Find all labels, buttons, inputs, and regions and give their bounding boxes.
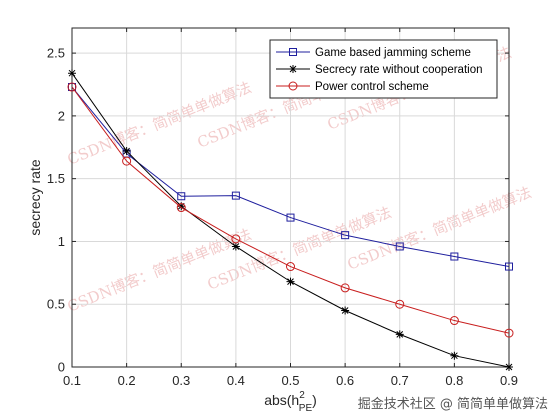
- x-axis-label-close: ): [312, 392, 317, 408]
- data-point: [122, 156, 132, 166]
- y-tick-label: 1: [58, 234, 65, 249]
- x-tick-label: 0.7: [391, 373, 409, 388]
- data-point: [231, 234, 241, 244]
- y-tick-label: 0: [58, 360, 65, 375]
- data-point: [231, 242, 240, 251]
- legend-marker: [288, 81, 298, 91]
- data-point: [449, 316, 459, 326]
- data-point: [67, 82, 77, 92]
- data-point: [286, 277, 295, 286]
- legend-label: Game based jamming scheme: [315, 47, 471, 59]
- data-point: [340, 283, 350, 293]
- data-point: [395, 299, 405, 309]
- data-point: [505, 262, 513, 271]
- x-tick-label: 0.3: [172, 373, 190, 388]
- data-point: [450, 252, 459, 261]
- data-point: [450, 351, 459, 360]
- data-point: [176, 203, 186, 213]
- legend-item: Game based jamming scheme: [276, 47, 471, 59]
- data-point: [286, 213, 295, 222]
- watermark-text: CSDN博客：简简单单做算法: [345, 183, 534, 273]
- x-axis-label-subscript: PE: [299, 403, 313, 414]
- x-tick-label: 0.5: [281, 373, 299, 388]
- legend: Game based jamming scheme Secrecy rate wi…: [269, 39, 498, 99]
- x-tick-label: 0.9: [500, 373, 518, 388]
- data-point: [177, 202, 186, 211]
- y-axis-label: secrecy rate: [27, 159, 43, 235]
- legend-label: Power control scheme: [315, 81, 429, 93]
- x-tick-label: 0.6: [336, 373, 354, 388]
- y-tick-label: 2.5: [47, 46, 65, 61]
- data-point: [341, 306, 350, 315]
- y-tick-label: 2: [58, 108, 65, 123]
- data-point: [505, 363, 513, 371]
- data-point: [395, 242, 404, 251]
- x-axis-label: abs(h2 PE): [264, 390, 317, 414]
- footer-credit: 掘金技术社区 @ 简简单单做算法: [358, 396, 548, 412]
- legend-item: Power control scheme: [276, 81, 429, 93]
- x-axis-label-superscript: 2: [299, 390, 305, 401]
- y-tick-label: 1.5: [47, 171, 65, 186]
- series-2: [68, 69, 513, 371]
- x-tick-label: 0.2: [118, 373, 136, 388]
- series-lines: [67, 69, 514, 371]
- data-point: [341, 231, 350, 240]
- data-point: [286, 262, 295, 272]
- data-point: [177, 192, 186, 201]
- data-point: [68, 69, 76, 78]
- legend-item: Secrecy rate without cooperation: [276, 64, 482, 76]
- legend-label: Secrecy rate without cooperation: [315, 64, 482, 76]
- data-point: [122, 147, 131, 156]
- data-point: [504, 328, 514, 338]
- x-axis-label-main: abs(h: [264, 392, 299, 408]
- series-line: [71, 86, 510, 268]
- x-tick-label: 0.8: [445, 373, 463, 388]
- data-point: [231, 191, 240, 200]
- y-tick-label: 0.5: [47, 297, 65, 312]
- axis-ticks: 0.1 0.2 0.3 0.4 0.5 0.6 0.7 0.8 0.9 0 0.5 1 1.5 2 2.5: [47, 28, 518, 388]
- legend-marker: [289, 48, 297, 56]
- x-tick-label: 0.4: [227, 373, 245, 388]
- data-point: [395, 330, 404, 339]
- x-tick-label: 0.1: [63, 373, 81, 388]
- series-3: [67, 82, 514, 338]
- legend-marker: [289, 65, 297, 73]
- series-line: [71, 86, 510, 334]
